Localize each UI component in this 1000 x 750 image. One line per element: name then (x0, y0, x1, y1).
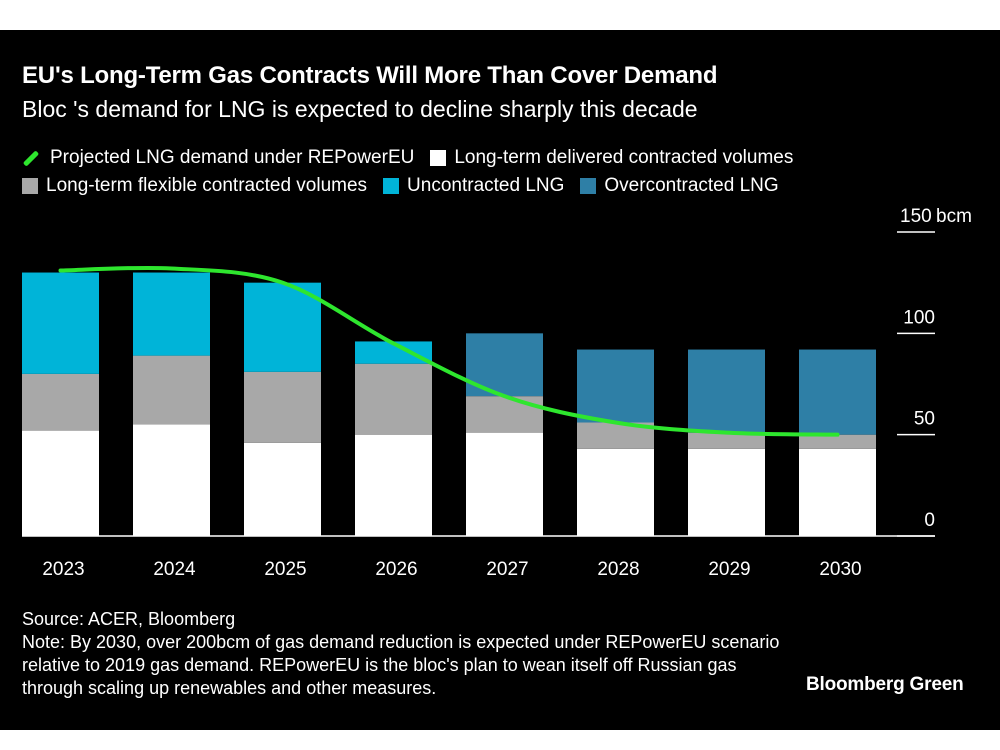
legend-swatch-overcontracted (580, 178, 597, 194)
bar-segment (22, 373, 99, 431)
chart-subtitle: Bloc 's demand for LNG is expected to de… (22, 96, 698, 122)
x-tick-label: 2028 (597, 559, 639, 580)
bar-segment (688, 432, 765, 449)
x-tick-label: 2023 (42, 559, 84, 580)
legend-item-flexible: Long-term flexible contracted volumes (22, 172, 367, 200)
bar-segment (688, 448, 765, 536)
legend-swatch-delivered (430, 150, 447, 166)
y-tick-label: 0 (924, 510, 935, 531)
legend-item-demand: Projected LNG demand under REPowerEU (22, 144, 414, 172)
legend-swatch-flexible (22, 178, 38, 194)
legend: Projected LNG demand under REPowerEU Lon… (22, 144, 982, 200)
bar-segment (466, 432, 543, 536)
bar-segment (22, 272, 99, 374)
x-tick-label: 2029 (708, 559, 750, 580)
legend-label-delivered: Long-term delivered contracted volumes (454, 147, 794, 168)
legend-row-1: Projected LNG demand under REPowerEU Lon… (22, 144, 982, 172)
legend-swatch-uncontracted (383, 178, 400, 194)
bar-segment (799, 349, 876, 435)
bar-segment (133, 272, 210, 356)
note-text: Note: By 2030, over 200bcm of gas demand… (22, 632, 780, 698)
bar-segment (577, 349, 654, 423)
bar-segment (133, 355, 210, 425)
legend-label-uncontracted: Uncontracted LNG (407, 175, 565, 196)
bar-segment (355, 363, 432, 435)
bar-segment (133, 424, 210, 536)
legend-item-overcontracted: Overcontracted LNG (580, 172, 779, 200)
bar-segment (22, 430, 99, 536)
bar-segment (799, 434, 876, 449)
x-tick-label: 2026 (375, 559, 417, 580)
bar-segment (577, 448, 654, 536)
bar-segment (244, 371, 321, 443)
x-tick-label: 2025 (264, 559, 306, 580)
chart-panel: EU's Long-Term Gas Contracts Will More T… (0, 30, 1000, 730)
x-tick-label: 2024 (153, 559, 196, 580)
bar-segment (244, 442, 321, 536)
y-tick-label: 100 (903, 307, 935, 328)
legend-row-2: Long-term flexible contracted volumes Un… (22, 172, 982, 200)
bar-segment (355, 341, 432, 364)
brand-logo-text: Bloomberg Green (806, 674, 964, 695)
legend-item-delivered: Long-term delivered contracted volumes (430, 144, 793, 172)
legend-label-demand: Projected LNG demand under REPowerEU (50, 147, 415, 168)
bar-segment (799, 448, 876, 536)
y-tick-label: 150 (900, 206, 932, 227)
bar-segment (244, 282, 321, 372)
y-unit-label: bcm (936, 206, 972, 227)
chart-title: EU's Long-Term Gas Contracts Will More T… (22, 62, 718, 89)
demand-line (58, 265, 840, 437)
x-tick-label: 2030 (819, 559, 861, 580)
y-tick-label: 50 (914, 409, 935, 430)
stacked-bar-chart: 0 50 100 150 bcm 2023 2024 2025 2026 2027 2028 2029… (22, 206, 972, 580)
bar-segment (688, 349, 765, 433)
bar-segment (355, 434, 432, 536)
source-text: Source: ACER, Bloomberg (22, 609, 236, 629)
bar-segment (466, 396, 543, 433)
legend-item-uncontracted: Uncontracted LNG (383, 172, 564, 200)
chart-footer: Source: ACER, Bloomberg Note: By 2030, o… (22, 608, 802, 700)
legend-label-flexible: Long-term flexible contracted volumes (46, 175, 368, 196)
legend-label-overcontracted: Overcontracted LNG (604, 175, 779, 196)
x-tick-label: 2027 (486, 559, 528, 580)
